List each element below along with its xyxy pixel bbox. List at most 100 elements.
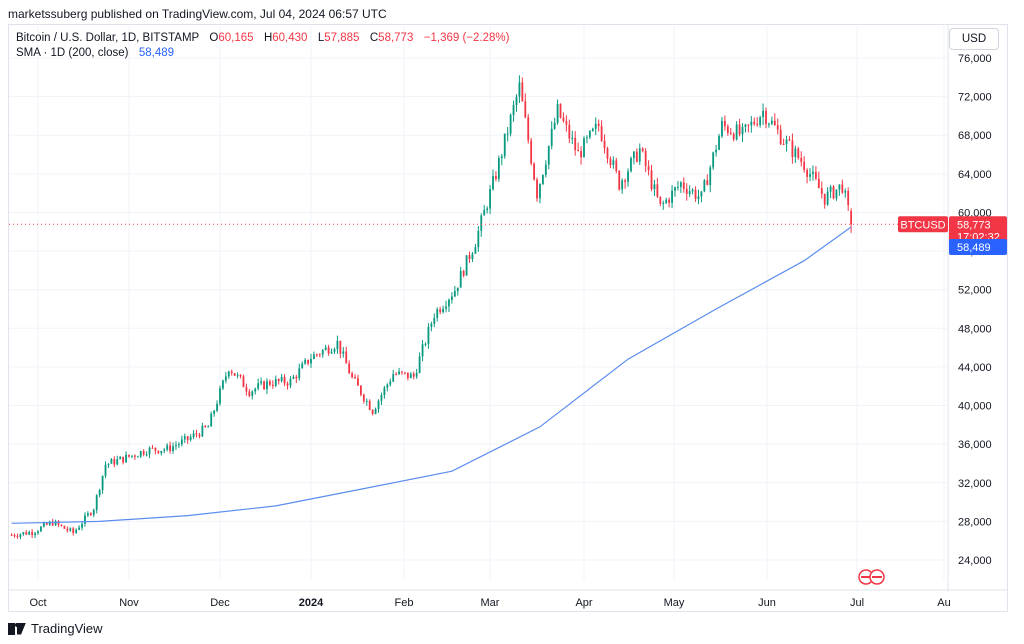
candle-body-up (553, 122, 556, 129)
candle-body-up (430, 323, 433, 327)
candle-body-up (189, 437, 192, 440)
candle-body-down (401, 371, 403, 373)
open-value: 60,165 (218, 32, 254, 44)
candle-body-up (809, 174, 811, 177)
candle-body-up (703, 180, 706, 192)
candle-body-down (659, 196, 662, 204)
candle-body-up (547, 146, 550, 165)
symbol-tag[interactable] (898, 216, 948, 233)
candle-body-up (503, 133, 506, 157)
candle-body-up (700, 191, 703, 197)
candle-body-down (694, 189, 697, 199)
tradingview-logo[interactable]: TradingView (8, 621, 103, 636)
candle-body-down (723, 120, 726, 127)
candle-body-up (497, 158, 500, 180)
candle-body-up (471, 253, 474, 260)
candle-body-up (177, 444, 180, 446)
candle-body-down (354, 377, 356, 379)
candle-body-down (574, 137, 577, 151)
candle-body-down (242, 376, 245, 388)
candle-body-down (233, 373, 236, 376)
candle-body-down (439, 309, 442, 313)
y-tick-label: 52,000 (958, 285, 992, 297)
candle-body-down (113, 459, 116, 465)
candle-body-down (395, 374, 398, 376)
candle-body-down (351, 373, 354, 378)
candle-body-up (794, 148, 797, 158)
candle-body-up (489, 189, 491, 209)
candle-body-up (292, 376, 295, 379)
candle-body-up (148, 447, 151, 455)
candle-body-down (832, 186, 835, 199)
candle-body-up (518, 82, 521, 97)
candle-body-down (729, 132, 732, 134)
candle-body-up (236, 374, 239, 376)
candle-body-down (357, 378, 359, 386)
candle-body-down (747, 124, 750, 126)
candle-body-up (227, 371, 230, 377)
price-change: −1,369 (−2.28%) (423, 32, 510, 44)
y-tick-label: 76,000 (958, 53, 992, 65)
candle-body-up (409, 373, 412, 379)
candle-body-up (653, 184, 656, 190)
candle-body-down (133, 455, 136, 457)
candle-body-up (486, 208, 489, 210)
candle-body-up (539, 183, 541, 199)
candle-body-up (594, 123, 597, 129)
candle-body-down (577, 150, 580, 152)
candle-body-down (738, 124, 741, 135)
candle-body-up (477, 230, 480, 248)
candle-body-up (289, 378, 292, 386)
candle-body-up (483, 209, 486, 216)
candle-body-up (213, 410, 216, 414)
candle-body-up (677, 186, 679, 188)
symbol-tag-label: BTCUSD (900, 219, 945, 231)
us-flag-stripe (872, 576, 882, 578)
sma-price-tag[interactable] (949, 239, 1007, 256)
x-tick-label: Jul (850, 597, 864, 609)
candle-body-up (835, 189, 838, 199)
candle-body-up (180, 439, 183, 445)
low-value: 57,885 (324, 32, 360, 44)
candle-body-down (641, 148, 644, 152)
candle-body-down (753, 121, 756, 125)
publisher-note: marketssuberg published on TradingView.c… (8, 7, 387, 21)
currency-button[interactable]: USD (949, 28, 999, 50)
candle-body-up (98, 490, 101, 496)
candle-body-up (166, 445, 169, 450)
candle-body-up (571, 137, 574, 139)
candle-body-down (89, 513, 92, 515)
candle-body-down (359, 385, 362, 395)
candle-body-up (688, 191, 691, 194)
sma-label[interactable]: SMA · 1D (200, close) (16, 47, 129, 59)
candle-body-up (219, 388, 221, 404)
sma-legend-row: SMA · 1D (200, close) 58,489 (16, 46, 509, 61)
candle-body-down (682, 182, 685, 189)
candle-body-up (330, 351, 333, 354)
candle-body-down (151, 447, 154, 449)
candle-body-up (679, 182, 682, 187)
x-tick-label: Nov (119, 597, 139, 609)
candle-body-down (406, 372, 409, 379)
candle-body-up (741, 126, 744, 135)
y-tick-label: 40,000 (958, 401, 992, 413)
last-price-tag[interactable] (949, 216, 1007, 245)
candle-body-up (84, 515, 86, 524)
candle-body-down (609, 158, 612, 165)
candle-body-up (260, 381, 263, 384)
candle-body-up (826, 191, 829, 205)
candle-body-up (163, 449, 166, 452)
last-price-tag-value: 58,773 (957, 219, 991, 231)
candle-body-down (806, 170, 809, 177)
candle-body-up (674, 187, 676, 191)
candle-body-down (779, 129, 782, 144)
candle-body-up (81, 523, 83, 528)
sma-value: 58,489 (138, 47, 175, 59)
candle-body-up (377, 400, 380, 410)
candle-body-down (562, 117, 565, 122)
symbol-description[interactable]: Bitcoin / U.S. Dollar, 1D, BITSTAMP (16, 32, 199, 44)
y-tick-label: 28,000 (958, 516, 992, 528)
candle-body-up (386, 384, 389, 388)
candle-body-up (160, 451, 163, 454)
